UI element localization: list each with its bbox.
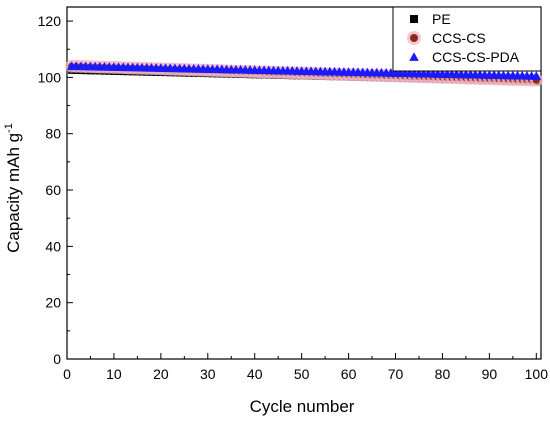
y-tick-label: 60 xyxy=(45,182,61,198)
y-axis-label-main: Capacity mAh g xyxy=(4,133,23,253)
legend-label-ccs-cs: CCS-CS xyxy=(432,30,486,46)
x-tick-label: 50 xyxy=(294,366,310,382)
legend-marker-ccs-cs xyxy=(410,34,418,42)
x-tick-label: 40 xyxy=(247,366,263,382)
series-ccs-cs-pda xyxy=(66,61,542,80)
x-tick-label: 10 xyxy=(106,366,122,382)
y-tick-label: 80 xyxy=(45,126,61,142)
x-tick-label: 90 xyxy=(482,366,498,382)
legend: PE CCS-CS CCS-CS-PDA xyxy=(392,6,542,72)
legend-label-pe: PE xyxy=(432,11,451,27)
x-tick-label: 30 xyxy=(200,366,216,382)
y-axis-label-exponent: -1 xyxy=(3,123,15,133)
legend-label-ccs-cs-pda: CCS-CS-PDA xyxy=(432,49,520,65)
x-tick-label: 70 xyxy=(388,366,404,382)
x-tick-label: 0 xyxy=(63,366,71,382)
svg-text:Capacity mAh g-1: Capacity mAh g-1 xyxy=(3,123,23,253)
y-tick-label: 0 xyxy=(53,351,61,367)
axes: 0 10 20 30 40 50 60 70 80 90 100 0 20 40 60 80 100 120 xyxy=(38,6,549,382)
y-axis-label: Capacity mAh g-1 xyxy=(3,123,23,253)
x-tick-label: 80 xyxy=(435,366,451,382)
x-tick-label: 100 xyxy=(525,366,549,382)
y-tick-label: 20 xyxy=(45,295,61,311)
legend-marker-pe xyxy=(410,15,418,23)
data-series xyxy=(65,59,543,87)
y-tick-label: 120 xyxy=(38,13,62,29)
y-tick-label: 40 xyxy=(45,238,61,254)
legend-marker-ccs-cs-pda xyxy=(409,52,419,61)
x-tick-label: 20 xyxy=(153,366,169,382)
x-tick-label: 60 xyxy=(341,366,357,382)
data-point xyxy=(531,71,542,80)
plot-frame xyxy=(66,6,542,360)
x-axis-label: Cycle number xyxy=(250,397,355,416)
y-tick-label: 100 xyxy=(38,69,62,85)
